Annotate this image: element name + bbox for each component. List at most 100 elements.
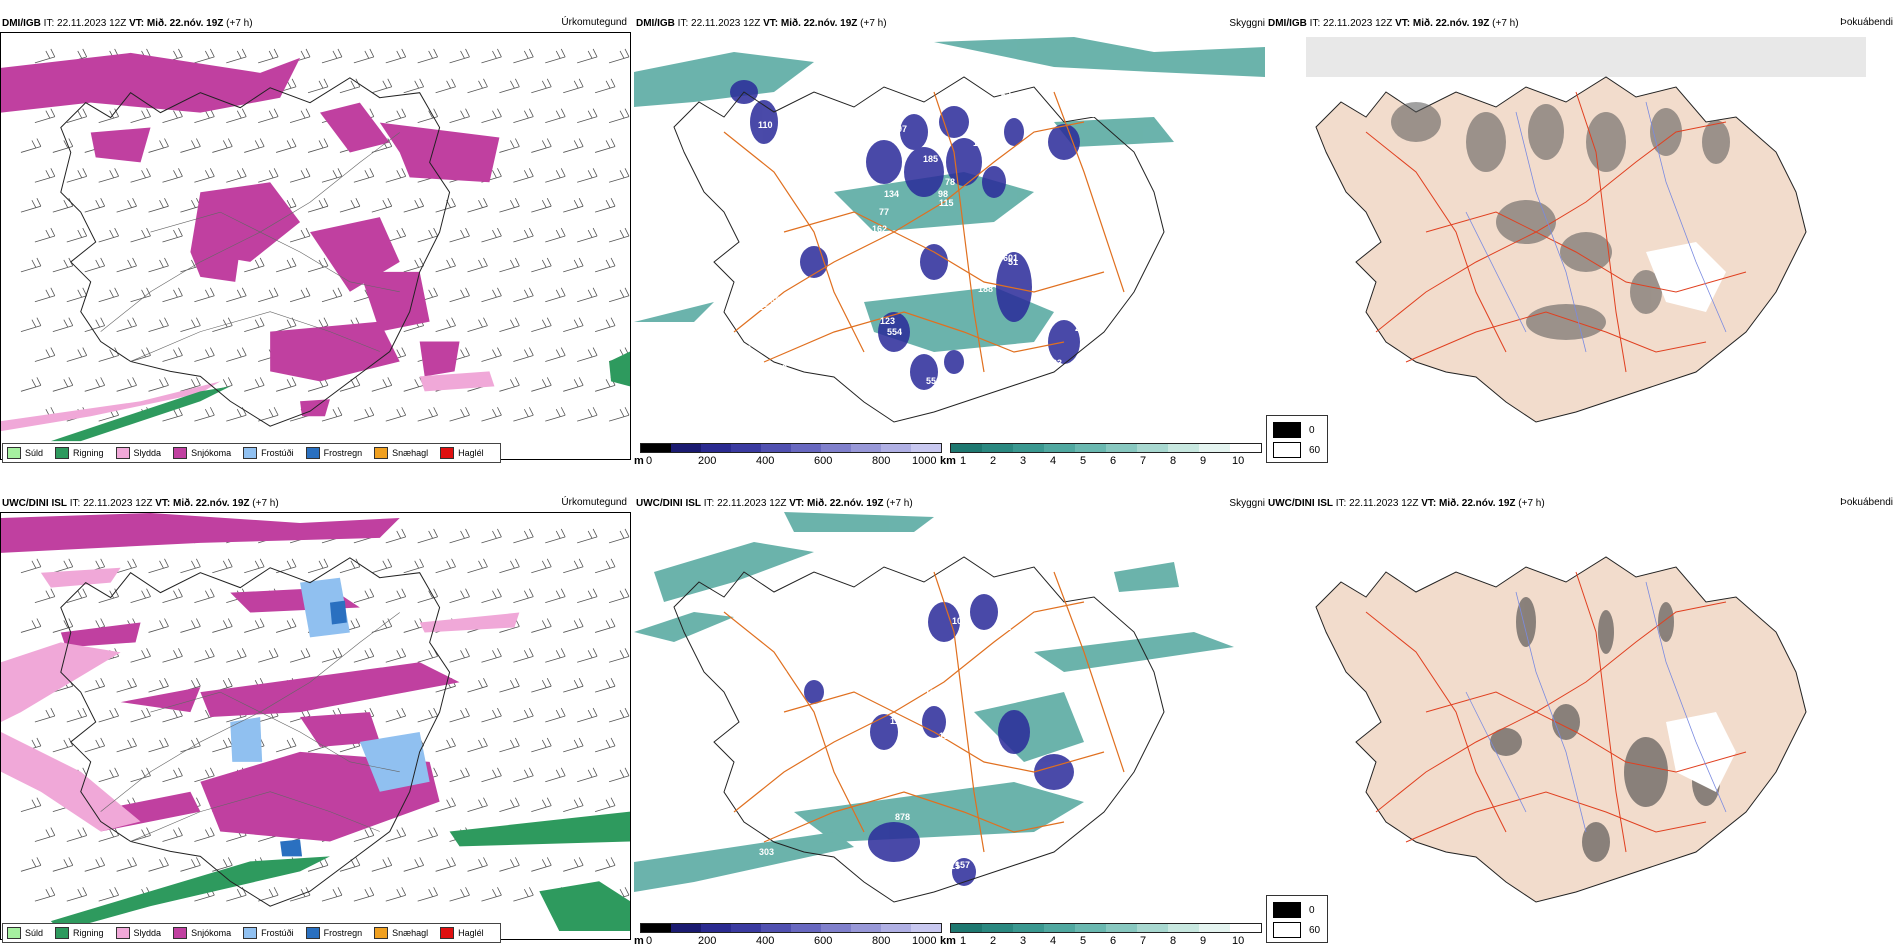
wind-barb xyxy=(162,588,183,603)
wind-barb xyxy=(226,347,247,362)
roads xyxy=(1365,91,1747,373)
wind-barb xyxy=(577,707,598,723)
wind-barb xyxy=(66,168,88,183)
rain-areas xyxy=(50,811,630,932)
km-unit-label: km xyxy=(940,935,956,947)
wind-barb xyxy=(244,317,265,332)
wind-barb xyxy=(545,287,566,303)
wind-barb xyxy=(66,287,88,303)
wind-barb xyxy=(435,737,456,753)
wind-barb xyxy=(545,347,566,362)
m-tick-label: 800 xyxy=(872,935,891,947)
wind-barb xyxy=(148,737,169,753)
m-tick-label: 0 xyxy=(646,935,653,947)
blue-vis-areas xyxy=(804,594,1074,886)
wind-barb xyxy=(339,377,361,392)
km-tick-label: 1 xyxy=(960,935,967,947)
visibility-value: 377 xyxy=(1118,675,1133,685)
cloudbase-map xyxy=(1266,512,1897,922)
legend-swatch xyxy=(374,927,389,939)
wind-barb xyxy=(513,528,534,544)
wind-barb xyxy=(594,78,616,94)
wind-barb xyxy=(307,198,329,213)
wind-barb xyxy=(481,767,502,783)
wind-barb xyxy=(52,138,74,153)
panel-title: UWC/DINI ISL IT: 22.11.2023 12Z VT: Mið.… xyxy=(2,498,279,509)
visibility-value: 84 xyxy=(884,77,894,87)
wind-barb xyxy=(321,168,343,183)
wind-barb xyxy=(276,737,297,753)
visibility-value-labels: 586 554 114 162 163 160 68 185 238 251 163 120 197 78… xyxy=(736,77,1138,386)
visibility-value: 185 xyxy=(923,154,938,164)
wind-barb xyxy=(148,138,169,153)
wind-barb xyxy=(481,528,502,544)
visibility-value: 157 xyxy=(955,860,970,870)
legend-item-2: Rigning xyxy=(55,927,104,939)
wind-barb xyxy=(212,138,233,153)
visibility-value: 77 xyxy=(879,207,889,217)
wind-barb xyxy=(84,678,106,693)
m-tick-label: 400 xyxy=(756,935,775,947)
legend-item-7: Snæhagl xyxy=(374,447,428,459)
wind-barb xyxy=(353,588,375,603)
visibility-value: 124 xyxy=(939,731,954,741)
cloud-shading xyxy=(1391,102,1730,340)
wind-barb xyxy=(563,678,584,693)
visibility-value: 65 xyxy=(976,255,986,265)
km-tick-label: 8 xyxy=(1170,935,1177,947)
wind-barb xyxy=(148,257,169,273)
visibility-value: 586 xyxy=(1080,358,1095,368)
wind-barb xyxy=(481,707,502,723)
wind-barb xyxy=(148,377,169,392)
wind-barb xyxy=(417,48,438,64)
wind-barb xyxy=(180,618,201,633)
wind-barb xyxy=(545,407,566,422)
wind-barb xyxy=(353,648,375,663)
wind-barb xyxy=(162,108,183,123)
legend-swatch xyxy=(115,447,130,459)
km-tick-label: 4 xyxy=(1050,935,1057,947)
wind-barb xyxy=(563,618,584,633)
precip-type-legend: Súld Rigning Slydda Snjókoma Frostúði Frostre… xyxy=(2,923,501,943)
m-unit-label: m xyxy=(634,935,644,947)
legend-item-3: Slydda xyxy=(115,447,161,459)
wind-barb xyxy=(307,78,329,94)
km-tick-label: 10 xyxy=(1232,455,1245,467)
legend-swatch xyxy=(115,927,130,939)
panel-precip-type-row1: DMI/IGB IT: 22.11.2023 12Z VT: Mið. 22.n… xyxy=(0,14,631,469)
wind-barb xyxy=(417,528,438,544)
wind-barb xyxy=(180,558,201,574)
legend-item-4: Snjókoma xyxy=(173,927,231,939)
wind-barb xyxy=(52,257,74,273)
wind-barb xyxy=(577,168,598,183)
wind-barb xyxy=(481,648,502,663)
wind-barb xyxy=(84,257,106,273)
visibility-value: 324 xyxy=(1112,677,1127,687)
legend-label: Frostúði xyxy=(261,928,294,938)
visibility-value: 303 xyxy=(759,847,774,857)
visibility-value: 197 xyxy=(892,124,907,134)
visibility-value: 160 xyxy=(772,363,787,373)
wind-barb xyxy=(481,887,502,902)
wind-barb xyxy=(385,707,407,723)
wind-barb xyxy=(513,168,534,183)
visibility-value: 193 xyxy=(925,688,940,698)
panel-title: UWC/DINI ISL IT: 22.11.2023 12Z VT: Mið.… xyxy=(636,498,913,509)
legend-label: Rigning xyxy=(73,448,104,458)
legend-item-5: Frostúði xyxy=(243,447,294,459)
panel-type-label: Skyggni xyxy=(1229,18,1265,29)
legend-label: Snjókoma xyxy=(191,448,232,458)
wind-barb xyxy=(545,767,566,783)
visibility-value: 123 xyxy=(880,316,895,326)
panel-type-label: Þokuábendi xyxy=(1840,497,1893,508)
wind-barb xyxy=(212,857,233,872)
legend-label: Snjókoma xyxy=(191,928,232,938)
wind-barb xyxy=(403,857,425,872)
wind-barb xyxy=(513,48,534,64)
wind-barb xyxy=(371,857,393,872)
wind-barb xyxy=(98,827,119,842)
wind-barb xyxy=(563,857,584,872)
wind-barb xyxy=(180,737,201,753)
visibility-value: 238 xyxy=(765,295,780,305)
wind-barb xyxy=(499,198,520,213)
